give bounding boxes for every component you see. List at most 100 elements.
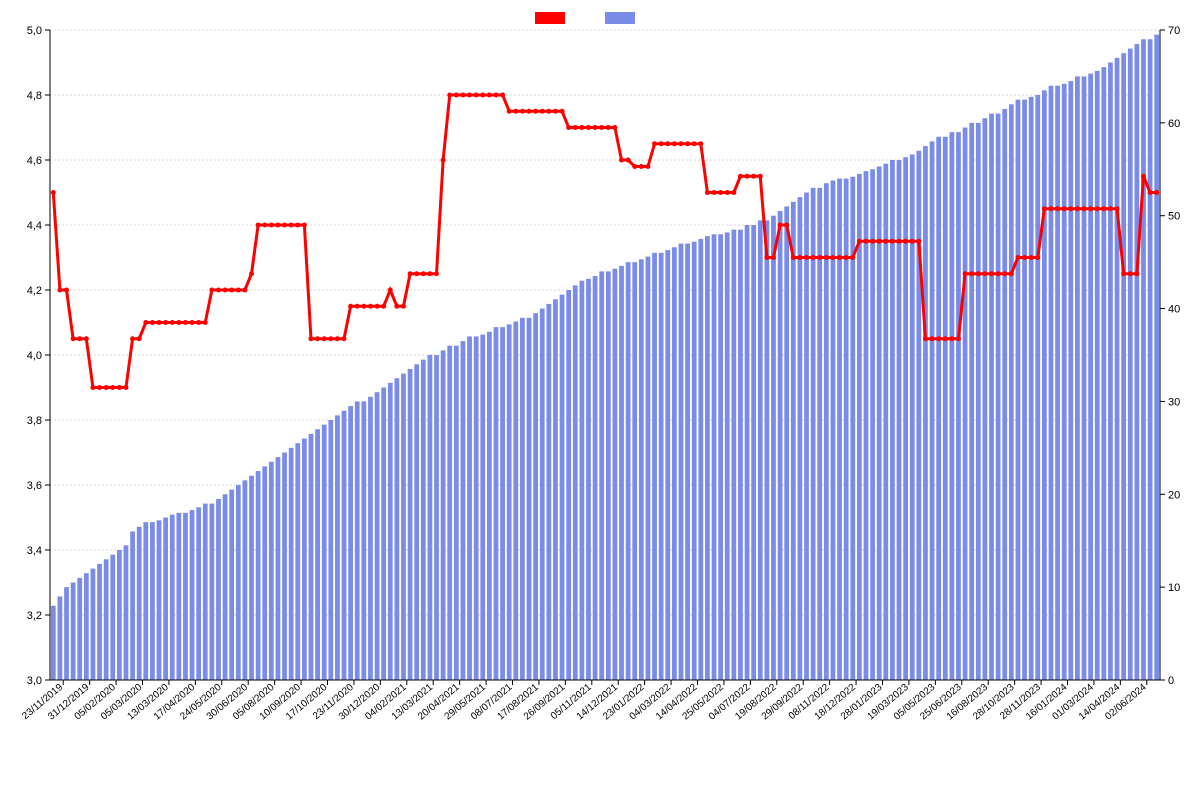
line-marker xyxy=(1015,255,1020,260)
line-marker xyxy=(57,288,62,293)
bar xyxy=(428,355,433,680)
line-marker xyxy=(943,336,948,341)
line-marker xyxy=(355,304,360,309)
line-marker xyxy=(335,336,340,341)
line-marker xyxy=(1088,206,1093,211)
line-marker xyxy=(328,336,333,341)
line-marker xyxy=(229,288,234,293)
line-marker xyxy=(712,190,717,195)
y-left-tick-label: 3,8 xyxy=(27,415,42,427)
bar xyxy=(725,232,730,680)
bar xyxy=(58,596,63,680)
bar xyxy=(130,531,135,680)
line-marker xyxy=(645,164,650,169)
line-marker xyxy=(1055,206,1060,211)
line-marker xyxy=(731,190,736,195)
bar xyxy=(196,507,201,680)
line-marker xyxy=(1141,174,1146,179)
bar xyxy=(335,415,340,680)
line-marker xyxy=(811,255,816,260)
bar xyxy=(223,494,228,680)
line-marker xyxy=(190,320,195,325)
line-marker xyxy=(718,190,723,195)
bar xyxy=(322,425,327,680)
bar xyxy=(949,132,954,680)
line-marker xyxy=(1022,255,1027,260)
line-marker xyxy=(652,141,657,146)
line-marker xyxy=(857,239,862,244)
line-marker xyxy=(1128,271,1133,276)
line-marker xyxy=(262,223,267,228)
bar xyxy=(989,114,994,680)
line-marker xyxy=(388,288,393,293)
bar xyxy=(1121,53,1126,680)
bar xyxy=(276,457,281,680)
bar xyxy=(421,360,426,680)
bar xyxy=(619,266,624,680)
bar xyxy=(1088,74,1093,680)
y-left-tick-label: 4,4 xyxy=(27,220,42,232)
bar xyxy=(1082,76,1087,680)
line-marker xyxy=(553,109,558,114)
line-marker xyxy=(163,320,168,325)
bar xyxy=(269,462,274,680)
line-marker xyxy=(520,109,525,114)
line-marker xyxy=(566,125,571,130)
chart-container: 3,03,23,43,63,84,04,24,44,64,85,00102030… xyxy=(0,0,1200,800)
bar xyxy=(295,443,300,680)
line-marker xyxy=(771,255,776,260)
y-right-tick-label: 70 xyxy=(1168,25,1180,37)
bar xyxy=(355,401,360,680)
line-marker xyxy=(117,385,122,390)
line-marker xyxy=(963,271,968,276)
bar xyxy=(454,346,459,680)
bar xyxy=(434,355,439,680)
legend-swatch xyxy=(605,12,635,24)
bar xyxy=(956,132,961,680)
line-marker xyxy=(454,93,459,98)
bar xyxy=(626,262,631,680)
line-marker xyxy=(427,271,432,276)
bar xyxy=(408,369,413,680)
bar xyxy=(209,504,214,680)
bar xyxy=(606,271,611,680)
bar xyxy=(1075,76,1080,680)
bar xyxy=(665,250,670,680)
bar xyxy=(910,154,915,680)
bar xyxy=(804,193,809,681)
line-marker xyxy=(256,223,261,228)
line-marker xyxy=(546,109,551,114)
bar xyxy=(1101,67,1106,680)
bar xyxy=(685,244,690,680)
line-marker xyxy=(157,320,162,325)
bar xyxy=(375,392,380,680)
bar xyxy=(342,411,347,680)
bar xyxy=(903,157,908,680)
line-marker xyxy=(672,141,677,146)
bar xyxy=(394,378,399,680)
bar xyxy=(1009,104,1014,680)
line-marker xyxy=(560,109,565,114)
bar xyxy=(467,336,472,680)
bar xyxy=(494,327,499,680)
line-marker xyxy=(513,109,518,114)
bar xyxy=(513,322,518,680)
line-marker xyxy=(1062,206,1067,211)
bar xyxy=(256,471,261,680)
bar xyxy=(593,276,598,680)
bar xyxy=(262,466,267,680)
line-marker xyxy=(487,93,492,98)
bar xyxy=(969,123,974,680)
line-marker xyxy=(275,223,280,228)
line-marker xyxy=(910,239,915,244)
line-marker xyxy=(110,385,115,390)
bar xyxy=(441,350,446,680)
bar xyxy=(586,279,591,680)
bar xyxy=(110,555,115,680)
line-marker xyxy=(1068,206,1073,211)
line-marker xyxy=(870,239,875,244)
bar xyxy=(203,504,208,680)
bar xyxy=(778,211,783,680)
line-marker xyxy=(784,223,789,228)
line-marker xyxy=(1042,206,1047,211)
